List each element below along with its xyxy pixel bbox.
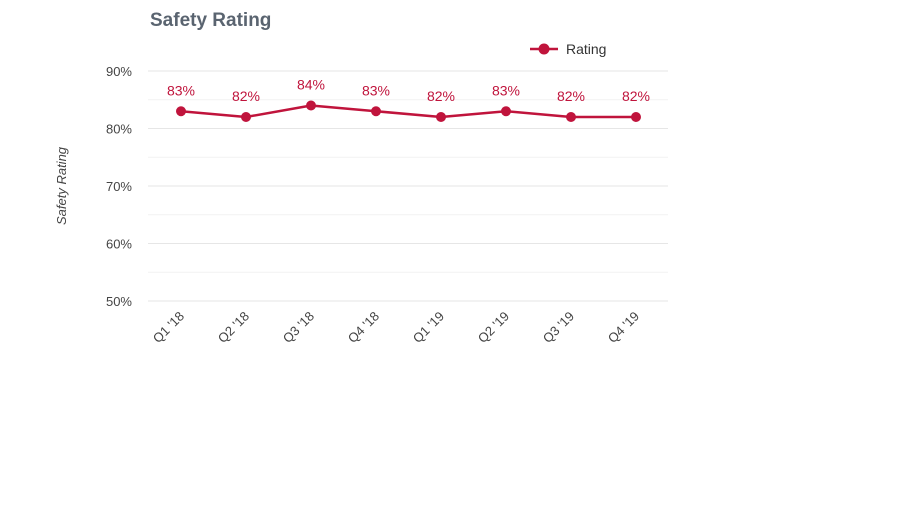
data-label: 83% (492, 82, 520, 98)
y-tick-label: 70% (106, 179, 132, 194)
x-tick-label: Q4 '18 (345, 309, 382, 346)
data-point[interactable] (566, 112, 576, 122)
data-label: 83% (167, 82, 195, 98)
y-tick-label: 60% (106, 237, 132, 252)
data-point[interactable] (501, 106, 511, 117)
data-point[interactable] (176, 106, 186, 117)
legend-dot-marker (538, 43, 550, 55)
data-label: 82% (427, 88, 455, 104)
data-label: 82% (557, 88, 585, 104)
data-labels: 83% 82% 84% 83% 82% 83% 82% 82% (167, 77, 650, 105)
data-point[interactable] (436, 112, 446, 122)
y-tick-label: 50% (106, 294, 132, 309)
data-label: 82% (622, 88, 650, 104)
series-line-rating (180, 104, 636, 119)
y-tick-label: 90% (106, 64, 132, 79)
x-tick-label: Q2 '19 (475, 309, 512, 346)
data-point[interactable] (306, 100, 316, 111)
data-point[interactable] (241, 112, 251, 122)
chart-title: Safety Rating (150, 10, 272, 31)
x-tick-label: Q3 '18 (280, 309, 317, 346)
legend[interactable]: Rating (530, 41, 606, 57)
y-tick-label: 80% (106, 122, 132, 137)
x-tick-label: Q4 '19 (605, 309, 642, 346)
y-axis-title: Safety Rating (54, 146, 69, 225)
data-label: 82% (232, 88, 260, 104)
axes: 50% 60% 70% 80% 90% Safety Rating Q1 '18 Q2 '18… (54, 64, 642, 346)
data-point[interactable] (631, 112, 641, 122)
x-tick-label: Q2 '18 (215, 309, 252, 346)
x-tick-label: Q1 '18 (150, 309, 187, 346)
data-label: 84% (297, 77, 325, 93)
x-tick-label: Q1 '19 (410, 309, 447, 346)
legend-label[interactable]: Rating (566, 41, 606, 57)
x-tick-label: Q3 '19 (540, 309, 577, 346)
data-point[interactable] (371, 106, 381, 117)
data-label: 83% (362, 82, 390, 98)
series-rating (176, 100, 641, 122)
grid-lines (148, 70, 668, 302)
